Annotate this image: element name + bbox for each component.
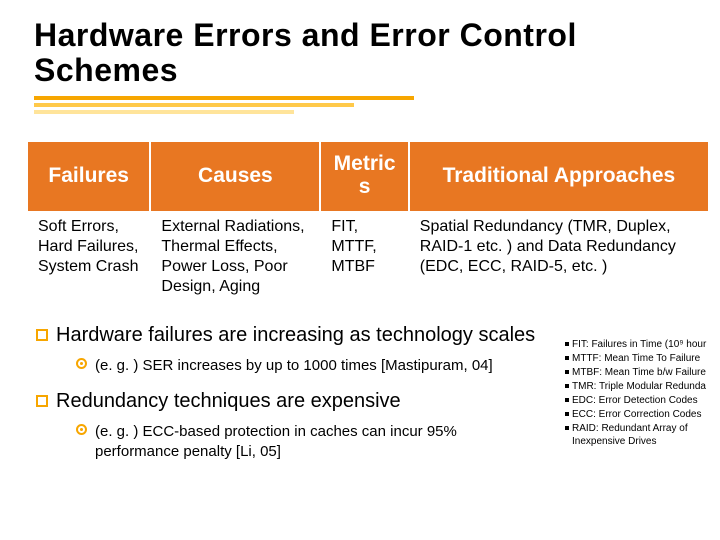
bullet-1: Hardware failures are increasing as tech… — [36, 323, 536, 348]
legend-item: FIT: Failures in Time (10⁹ hour — [565, 338, 720, 351]
legend-text: MTBF: Mean Time b/w Failure — [572, 366, 706, 379]
subbullet-2-1: (e. g. ) ECC-based protection in caches … — [76, 422, 536, 461]
th-traditional: Traditional Approaches — [409, 142, 708, 210]
legend-item: MTBF: Mean Time b/w Failure — [565, 366, 720, 379]
bullet-1-text: Hardware failures are increasing as tech… — [56, 323, 535, 348]
subbullet-1-1-text: (e. g. ) SER increases by up to 1000 tim… — [95, 356, 493, 376]
legend-item: TMR: Triple Modular Redunda — [565, 380, 720, 393]
table-row: Soft Errors, Hard Failures, System Crash… — [28, 211, 708, 307]
circle-bullet-icon — [76, 424, 87, 435]
slide-title: Hardware Errors and Error Control Scheme… — [0, 0, 720, 94]
bullet-list: Hardware failures are increasing as tech… — [36, 323, 536, 462]
bullet-2-text: Redundancy techniques are expensive — [56, 389, 401, 414]
td-traditional: Spatial Redundancy (TMR, Duplex, RAID-1 … — [409, 211, 708, 307]
th-metrics: Metric s — [320, 142, 408, 210]
legend-text: MTTF: Mean Time To Failure — [572, 352, 700, 365]
legend-item: ECC: Error Correction Codes — [565, 408, 720, 421]
td-failures: Soft Errors, Hard Failures, System Crash — [28, 211, 150, 307]
legend-item: MTTF: Mean Time To Failure — [565, 352, 720, 365]
bullet-dot-icon — [565, 412, 569, 416]
square-bullet-icon — [36, 395, 48, 407]
bullet-dot-icon — [565, 398, 569, 402]
legend-text: FIT: Failures in Time (10⁹ hour — [572, 338, 706, 351]
th-causes: Causes — [150, 142, 320, 210]
bullet-dot-icon — [565, 342, 569, 346]
legend-text: TMR: Triple Modular Redunda — [572, 380, 706, 393]
td-metrics: FIT, MTTF, MTBF — [320, 211, 408, 307]
bullet-dot-icon — [565, 426, 569, 430]
errors-table: Failures Causes Metric s Traditional App… — [28, 142, 708, 306]
bullet-dot-icon — [565, 356, 569, 360]
square-bullet-icon — [36, 329, 48, 341]
subbullet-1-1: (e. g. ) SER increases by up to 1000 tim… — [76, 356, 536, 376]
td-causes: External Radiations, Thermal Effects, Po… — [150, 211, 320, 307]
title-underline — [0, 96, 720, 114]
legend-item: RAID: Redundant Array of Inexpensive Dri… — [565, 422, 720, 448]
bullet-2: Redundancy techniques are expensive — [36, 389, 536, 414]
subbullet-2-1-text: (e. g. ) ECC-based protection in caches … — [95, 422, 536, 461]
legend-text: ECC: Error Correction Codes — [572, 408, 701, 421]
legend-text: EDC: Error Detection Codes — [572, 394, 698, 407]
bullet-dot-icon — [565, 370, 569, 374]
legend-item: EDC: Error Detection Codes — [565, 394, 720, 407]
circle-bullet-icon — [76, 358, 87, 369]
legend-text: RAID: Redundant Array of Inexpensive Dri… — [572, 422, 720, 448]
th-failures: Failures — [28, 142, 150, 210]
bullet-dot-icon — [565, 384, 569, 388]
acronym-legend: FIT: Failures in Time (10⁹ hourMTTF: Mea… — [565, 338, 720, 449]
